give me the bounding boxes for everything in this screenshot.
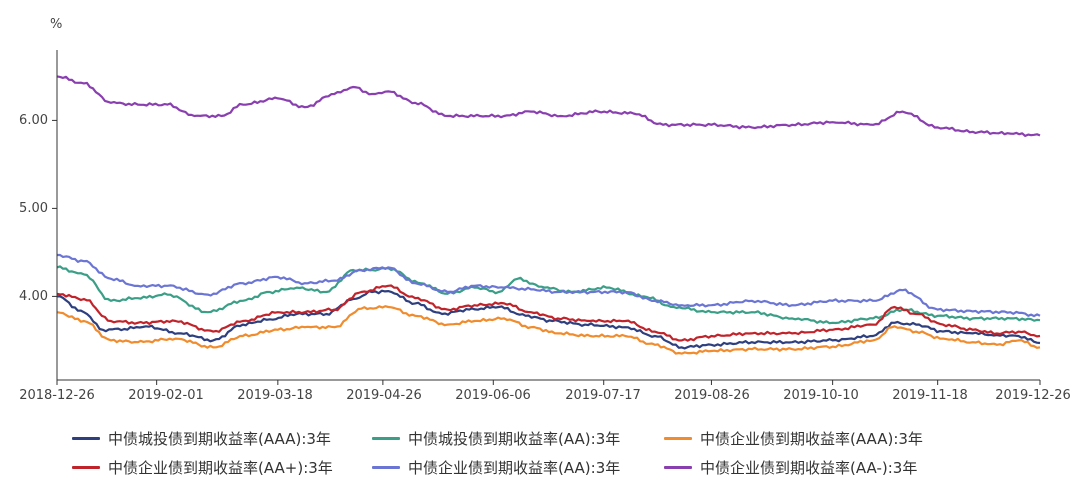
y-unit-label: % bbox=[50, 17, 62, 32]
x-axis-ticks bbox=[56, 380, 1041, 385]
x-tick-label-0: 2018-12-26 bbox=[19, 388, 95, 403]
legend-label: 中债企业债到期收益率(AAA):3年 bbox=[700, 430, 923, 448]
legend-label: 中债城投债到期收益率(AAA):3年 bbox=[108, 430, 331, 448]
series-line-1 bbox=[56, 265, 1041, 325]
chart-legend: 中债城投债到期收益率(AAA):3年 中债城投债到期收益率(AA):3年 中债企… bbox=[72, 428, 1062, 478]
legend-item-corpbond-aa-minus[interactable]: 中债企业债到期收益率(AA-):3年 bbox=[664, 457, 964, 478]
legend-swatch bbox=[372, 437, 400, 440]
y-tick-label-6: 6.00 bbox=[19, 113, 48, 128]
series-line-3 bbox=[56, 284, 1041, 342]
legend-swatch bbox=[372, 466, 400, 469]
legend-item-corpbond-aa[interactable]: 中债企业债到期收益率(AA):3年 bbox=[372, 457, 664, 478]
x-tick-label-3: 2019-04-26 bbox=[346, 388, 422, 403]
legend-item-citybond-aaa[interactable]: 中债城投债到期收益率(AAA):3年 bbox=[72, 428, 372, 449]
series-line-0 bbox=[56, 289, 1041, 350]
legend-label: 中债企业债到期收益率(AA-):3年 bbox=[700, 459, 918, 477]
x-tick-label-7: 2019-10-10 bbox=[783, 388, 859, 403]
legend-label: 中债城投债到期收益率(AA):3年 bbox=[408, 430, 621, 448]
legend-label: 中债企业债到期收益率(AA):3年 bbox=[408, 459, 621, 477]
y-tick-label-4: 4.00 bbox=[19, 289, 48, 304]
series-line-4 bbox=[57, 253, 1041, 318]
series-line-5 bbox=[56, 75, 1041, 137]
legend-swatch bbox=[664, 466, 692, 469]
legend-swatch bbox=[664, 437, 692, 440]
legend-item-corpbond-aaa[interactable]: 中债企业债到期收益率(AAA):3年 bbox=[664, 428, 964, 449]
x-tick-label-8: 2019-11-18 bbox=[892, 388, 968, 403]
legend-label: 中债企业债到期收益率(AA+):3年 bbox=[108, 459, 333, 477]
legend-swatch bbox=[72, 466, 100, 469]
x-tick-label-1: 2019-02-01 bbox=[128, 388, 204, 403]
x-tick-label-6: 2019-08-26 bbox=[674, 388, 750, 403]
series-lines bbox=[56, 75, 1041, 355]
legend-swatch bbox=[72, 437, 100, 440]
x-tick-label-5: 2019-07-17 bbox=[565, 388, 641, 403]
series-line-2 bbox=[56, 305, 1041, 355]
x-tick-label-4: 2019-06-06 bbox=[455, 388, 531, 403]
legend-item-corpbond-aa-plus[interactable]: 中债企业债到期收益率(AA+):3年 bbox=[72, 457, 372, 478]
x-tick-label-2: 2019-03-18 bbox=[237, 388, 313, 403]
x-tick-label-9: 2019-12-26 bbox=[995, 388, 1071, 403]
legend-item-citybond-aa[interactable]: 中债城投债到期收益率(AA):3年 bbox=[372, 428, 664, 449]
y-tick-label-5: 5.00 bbox=[19, 201, 48, 216]
